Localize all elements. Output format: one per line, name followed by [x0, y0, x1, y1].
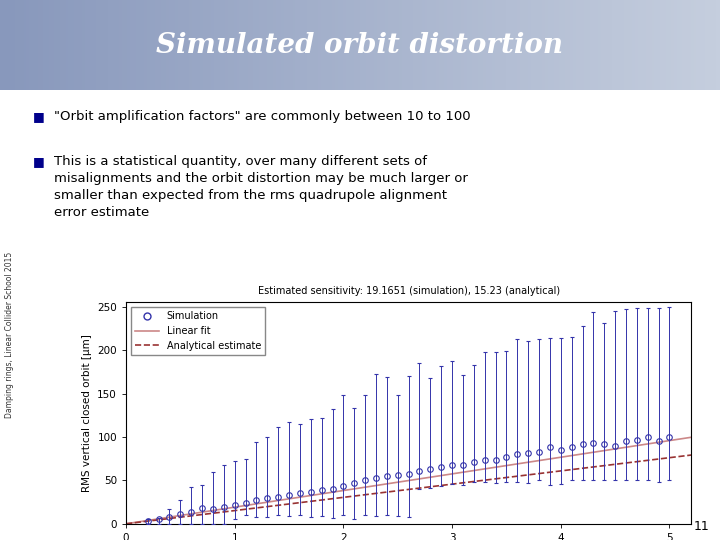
Text: "Orbit amplification factors" are commonly between 10 to 100: "Orbit amplification factors" are common…: [54, 110, 471, 124]
Text: Simulated orbit distortion: Simulated orbit distortion: [156, 31, 564, 59]
Text: ■: ■: [32, 156, 44, 168]
Text: ■: ■: [32, 110, 44, 124]
Y-axis label: RMS vertical closed orbit [μm]: RMS vertical closed orbit [μm]: [81, 334, 91, 492]
Legend: Simulation, Linear fit, Analytical estimate: Simulation, Linear fit, Analytical estim…: [131, 307, 265, 355]
Title: Estimated sensitivity: 19.1651 (simulation), 15.23 (analytical): Estimated sensitivity: 19.1651 (simulati…: [258, 286, 559, 296]
Text: 11: 11: [693, 520, 709, 534]
Text: This is a statistical quantity, over many different sets of
misalignments and th: This is a statistical quantity, over man…: [54, 156, 468, 219]
Text: Damping rings, Linear Collider School 2015: Damping rings, Linear Collider School 20…: [5, 252, 14, 418]
